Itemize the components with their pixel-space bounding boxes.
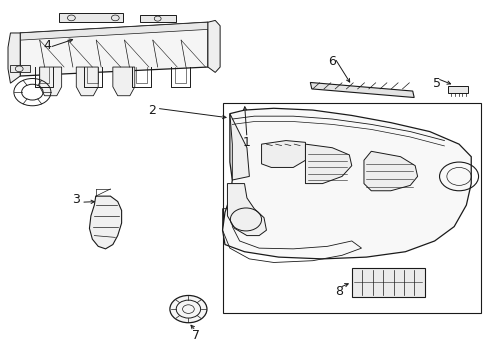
Polygon shape	[222, 108, 470, 259]
Polygon shape	[310, 82, 413, 98]
Polygon shape	[207, 21, 220, 72]
Polygon shape	[113, 67, 135, 96]
Text: 3: 3	[72, 193, 80, 206]
Polygon shape	[20, 22, 207, 76]
Polygon shape	[140, 15, 176, 22]
Polygon shape	[227, 184, 266, 235]
Circle shape	[169, 296, 206, 323]
Polygon shape	[20, 22, 207, 40]
Text: 6: 6	[327, 55, 336, 68]
Polygon shape	[10, 65, 30, 72]
Polygon shape	[40, 67, 61, 96]
Polygon shape	[351, 268, 424, 297]
Polygon shape	[89, 196, 122, 249]
Polygon shape	[447, 86, 467, 93]
Bar	[222, 103, 480, 313]
Text: 4: 4	[43, 39, 51, 52]
Polygon shape	[76, 67, 98, 96]
Polygon shape	[59, 13, 122, 22]
Text: 7: 7	[191, 329, 199, 342]
Text: 1: 1	[243, 136, 250, 149]
Polygon shape	[229, 114, 249, 180]
Text: 8: 8	[335, 285, 343, 298]
Text: 2: 2	[147, 104, 156, 117]
Text: 5: 5	[432, 77, 440, 90]
Polygon shape	[363, 151, 417, 191]
Polygon shape	[305, 144, 351, 184]
Polygon shape	[8, 33, 20, 83]
Polygon shape	[261, 140, 305, 167]
